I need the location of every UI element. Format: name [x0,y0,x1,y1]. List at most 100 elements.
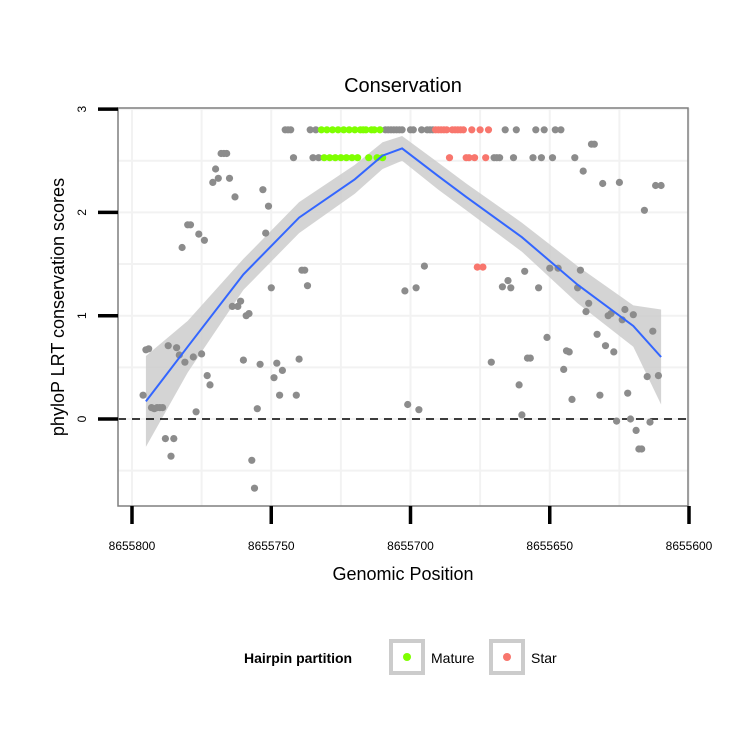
point-other [496,154,504,162]
point-other [259,186,267,194]
point-other [551,126,559,134]
point-mature [365,154,373,162]
point-other [601,342,610,350]
legend-label-mature: Mature [431,650,475,666]
point-other [270,374,278,382]
point-other [287,126,295,134]
point-other [276,391,284,399]
point-star [484,126,493,134]
chart-title: Conservation [344,75,462,97]
point-other [512,126,520,134]
point-star [465,154,473,162]
x-tick-label: 8655600 [666,539,713,553]
point-mature [328,126,337,134]
point-other [557,126,565,134]
point-other [195,230,203,238]
data-points [139,126,665,492]
point-other [167,452,175,460]
point-other [615,178,624,186]
legend-key-mature-dot [403,653,411,661]
point-other [487,358,495,366]
point-other [267,284,275,292]
point-other [643,373,651,381]
point-star [468,126,476,134]
x-tick-label: 8655750 [248,539,295,553]
point-mature [337,154,345,162]
point-star [471,154,479,162]
point-other [203,372,211,380]
point-other [526,354,534,362]
point-other [198,350,206,358]
point-mature [376,126,384,134]
point-other [540,126,548,134]
point-star [445,154,454,162]
legend-key-star-dot [503,653,511,661]
point-other [515,381,523,389]
point-other [173,344,181,352]
point-other [638,445,646,453]
point-other [186,221,195,229]
point-other [532,126,540,134]
point-star [476,126,484,134]
point-other [262,229,270,237]
point-other [621,305,629,314]
x-tick-label: 8655650 [526,539,573,553]
point-other [192,408,200,416]
point-other [306,126,314,134]
point-other [139,391,147,399]
point-other [292,391,300,399]
point-other [189,353,197,361]
point-other [646,418,654,426]
point-other [420,262,428,270]
point-mature [362,126,370,134]
point-other [582,308,590,316]
point-other [593,330,601,338]
point-other [289,154,298,162]
point-other [200,236,208,244]
point-mature [317,126,325,134]
point-other [509,154,518,162]
point-other [170,435,178,443]
point-other [585,299,593,307]
point-mature [351,126,359,134]
point-other [161,435,169,443]
point-other [649,327,657,335]
point-mature [370,126,378,134]
point-other [225,174,234,182]
point-other [264,202,273,210]
point-other [543,333,551,341]
point-other [278,366,286,374]
point-other [560,365,568,373]
point-other [654,372,663,380]
point-other [231,193,239,201]
point-other [568,395,576,403]
point-other [312,126,320,134]
point-other [632,426,640,434]
point-other [273,359,281,367]
point-other [295,355,303,363]
point-other [164,342,172,350]
point-mature [326,154,334,162]
point-other [504,277,512,285]
point-other [579,167,587,175]
point-other [626,415,635,423]
point-other [212,165,220,173]
point-other [624,389,632,397]
point-other [159,404,167,412]
point-other [535,284,543,292]
point-other [590,140,598,148]
point-star [482,154,490,162]
point-other [507,284,515,292]
smooth-curve [145,147,662,403]
point-other [501,126,509,134]
point-other [228,302,236,310]
point-mature [348,154,356,162]
x-axis-label: Genomic Position [332,564,473,584]
legend-title: Hairpin partition [244,650,352,666]
x-tick-label: 8655800 [109,539,156,553]
point-star [459,126,467,134]
point-other [412,284,420,292]
point-other [315,154,323,162]
point-mature [334,126,342,134]
